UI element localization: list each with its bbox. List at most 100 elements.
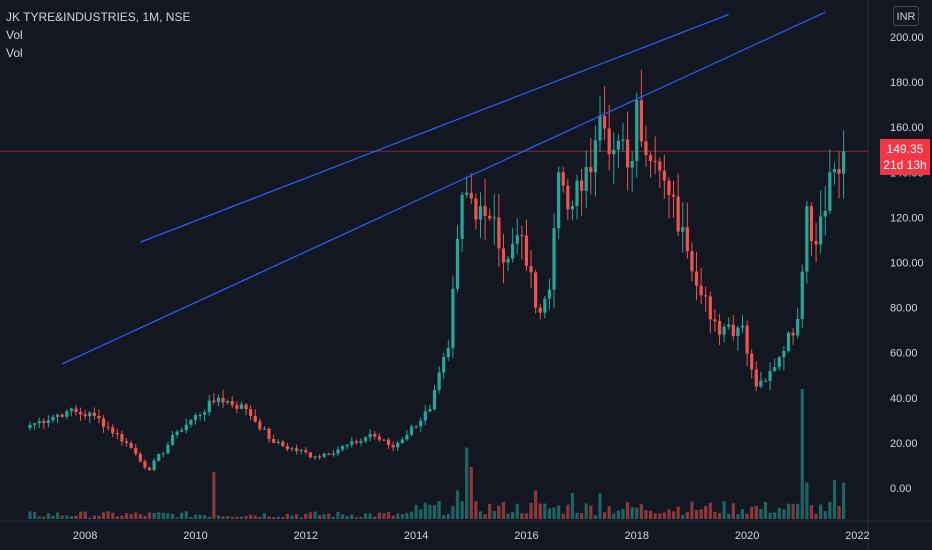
volume-bar	[299, 517, 303, 519]
y-tick-label: 60.00	[890, 348, 918, 360]
symbol-title[interactable]: JK TYRE&INDUSTRIES, 1M, NSE	[6, 10, 191, 24]
volume-bar	[386, 512, 391, 519]
volume-bar	[791, 504, 795, 519]
candle-body	[791, 332, 795, 336]
candle-body	[616, 140, 620, 150]
volume-bar	[451, 505, 455, 519]
candle-body	[580, 180, 584, 191]
candle-body	[469, 192, 473, 199]
candle-body	[598, 115, 602, 141]
volume-bar	[566, 504, 570, 519]
volume-bar	[221, 516, 225, 519]
volume-bar	[828, 501, 832, 519]
candle-body	[42, 420, 46, 423]
candle-body	[74, 408, 78, 413]
candle-body	[837, 169, 841, 174]
candle-body	[671, 194, 676, 197]
candle-body	[97, 415, 101, 419]
volume-bar	[115, 516, 119, 519]
candle-body	[258, 421, 262, 430]
candle-body	[621, 139, 625, 141]
volume-bar	[598, 493, 602, 519]
trendline[interactable]	[61, 11, 826, 365]
candle-body	[382, 439, 386, 441]
volume-bar	[694, 510, 699, 519]
volume-bar	[561, 513, 565, 519]
volume-bar	[593, 515, 598, 519]
candle-body	[782, 351, 786, 358]
candle-body	[639, 100, 643, 142]
candle-body	[253, 416, 257, 422]
volume-bar	[304, 513, 308, 519]
candle-body	[414, 426, 418, 428]
volume-bar	[621, 508, 625, 519]
candle-body	[92, 412, 96, 416]
y-tick-label: 0.00	[890, 483, 911, 495]
candle-body	[653, 161, 657, 163]
candle-body	[55, 414, 60, 417]
candle-body	[534, 272, 538, 308]
volume-bar	[759, 508, 763, 519]
currency-button[interactable]: INR	[893, 6, 919, 26]
volume-bar	[295, 514, 299, 519]
candle-body	[547, 289, 552, 299]
volume-bar	[547, 508, 552, 519]
candle-body	[244, 404, 248, 410]
volume-bar	[157, 512, 161, 519]
last-price-value: 149.35	[886, 142, 924, 156]
volume-bar	[497, 505, 501, 519]
candle-body	[460, 194, 464, 239]
volume-indicator-label[interactable]: Vol	[6, 28, 23, 42]
volume-bar	[134, 512, 138, 519]
volume-bar	[474, 501, 478, 519]
volume-bar	[253, 515, 257, 519]
candle-body	[363, 437, 368, 442]
volume-bar	[88, 517, 92, 519]
volume-bar	[653, 513, 657, 519]
volume-bar	[805, 482, 809, 519]
volume-bar	[405, 512, 409, 519]
volume-bar	[216, 515, 221, 519]
candle-body	[111, 427, 115, 434]
candle-body	[754, 369, 758, 387]
candle-body	[708, 296, 712, 320]
volume-bar	[189, 516, 193, 519]
candle-body	[625, 139, 630, 168]
candle-body	[193, 415, 198, 420]
candle-body	[478, 206, 483, 220]
volume-bar	[520, 513, 524, 519]
candle-body	[46, 420, 50, 423]
volume-bar	[580, 513, 584, 519]
candle-body	[488, 215, 492, 219]
candle-body	[230, 401, 234, 406]
candle-body	[189, 419, 193, 425]
candle-body	[676, 196, 680, 232]
volume-bar	[639, 504, 643, 519]
candle-body	[350, 441, 354, 445]
candle-body	[511, 243, 515, 259]
candle-body	[814, 241, 818, 245]
volume-bar	[754, 505, 758, 519]
candle-body	[446, 348, 450, 358]
volume-bar	[570, 493, 575, 519]
volume-bar	[809, 505, 814, 519]
volume-bar	[428, 504, 432, 519]
y-tick-label: 80.00	[890, 303, 918, 315]
candle-body	[483, 206, 487, 216]
volume-bar	[713, 512, 717, 519]
candle-body	[501, 248, 506, 263]
volume-bar	[83, 511, 87, 519]
volume-indicator-label-2[interactable]: Vol	[6, 46, 23, 60]
candle-body	[216, 397, 221, 403]
volume-bar	[625, 502, 630, 519]
volume-bar	[203, 515, 207, 519]
candle-body	[322, 453, 326, 457]
candle-body	[207, 400, 211, 413]
trendline[interactable]	[140, 13, 729, 243]
volume-bar	[437, 501, 441, 519]
candle-body	[368, 433, 372, 438]
volume-bar	[612, 513, 616, 519]
volume-bar	[74, 515, 78, 519]
volume-bar	[717, 513, 722, 519]
